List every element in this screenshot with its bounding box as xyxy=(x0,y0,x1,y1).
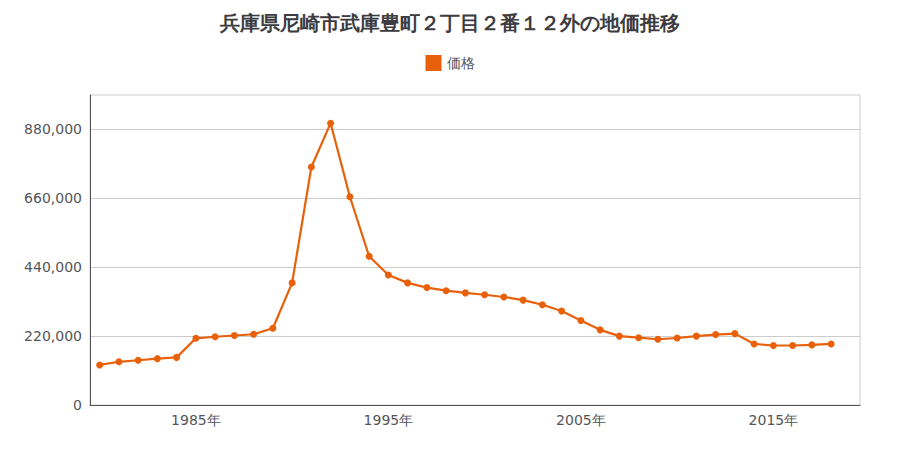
svg-text:1985年: 1985年 xyxy=(171,412,221,428)
svg-text:2005年: 2005年 xyxy=(556,412,606,428)
svg-text:価格: 価格 xyxy=(447,55,475,71)
svg-text:440,000: 440,000 xyxy=(24,259,82,275)
svg-text:2015年: 2015年 xyxy=(749,412,799,428)
svg-text:1995年: 1995年 xyxy=(364,412,414,428)
svg-text:880,000: 880,000 xyxy=(24,121,82,137)
svg-text:0: 0 xyxy=(73,397,82,413)
svg-text:660,000: 660,000 xyxy=(24,190,82,206)
svg-text:兵庫県尼崎市武庫豊町２丁目２番１２外の地価推移: 兵庫県尼崎市武庫豊町２丁目２番１２外の地価推移 xyxy=(219,11,680,35)
svg-text:220,000: 220,000 xyxy=(24,328,82,344)
